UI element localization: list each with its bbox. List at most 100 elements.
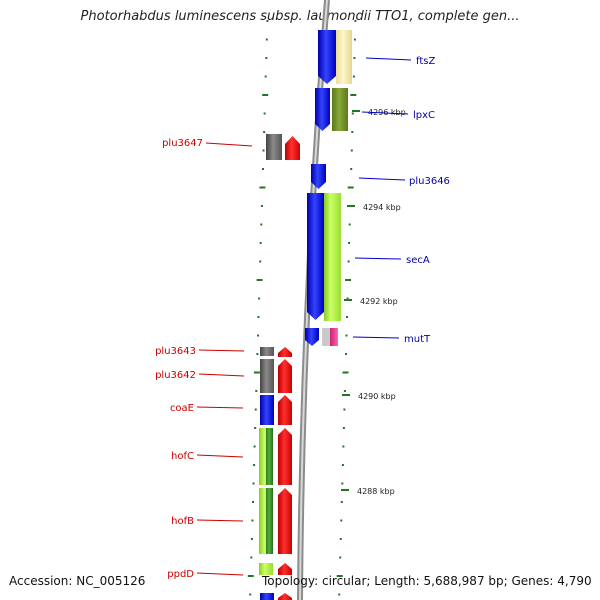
guide-dot [253,445,256,448]
label-leader [198,373,245,377]
gene-next-cog[interactable] [260,593,274,600]
gene-plu3647[interactable] [285,136,300,160]
gene-label-plu3647[interactable]: plu3647 [162,138,203,149]
guide-dot [264,75,267,78]
gene-label-hofC[interactable]: hofC [171,451,194,462]
map-title: Photorhabdus luminescens subsp. laumondi… [80,9,520,24]
gene-label-plu3642[interactable]: plu3642 [155,370,196,381]
gene-secA[interactable] [307,193,324,320]
label-leader [198,349,245,352]
forward-strand-genes [305,30,352,346]
scale-tick-label: 4292 kbp [360,297,398,306]
gene-plu3643[interactable] [278,347,292,357]
guide-dot [266,20,269,22]
guide-dot [260,205,263,207]
gene-label-hofB[interactable]: hofB [171,516,194,527]
scale-ticks: 4296 kbp 4294 kbp 4292 kbp 4290 kbp 4288… [341,108,406,496]
guide-dot [262,149,265,152]
gene-plu3646[interactable] [311,164,326,189]
gene-hofB[interactable] [278,488,292,554]
guide-dot [259,186,266,189]
guide-dot [346,316,348,318]
guide-dot [255,390,258,392]
gene-label-plu3646[interactable]: plu3646 [409,176,450,187]
guide-dot [336,575,343,577]
gene-mutT-cog-a[interactable] [322,328,330,346]
label-leader [361,111,409,115]
gene-secA-cog[interactable] [324,193,341,321]
gene-coaE-cog[interactable] [260,395,274,425]
label-leader [196,406,244,409]
guide-dot [257,334,259,337]
gene-ppdD[interactable] [278,563,292,575]
gene-mutT-cog-b[interactable] [330,328,338,346]
guide-dot [347,260,350,263]
guide-dot [265,57,268,59]
reverse-strand-genes [259,134,300,600]
track-guide-dots [247,20,357,596]
guide-dot [260,223,263,226]
reverse-gene-labels: plu3647 plu3643 plu3642 coaE hofC hofB p… [155,138,253,580]
guide-dot [263,112,266,115]
guide-dot [250,556,253,559]
scale-tick-label: 4296 kbp [368,108,406,117]
forward-gene-labels: ftsZ lpxC plu3646 secA mutT [352,56,450,345]
gene-ftsZ-cog[interactable] [336,30,352,84]
guide-dot [249,593,252,596]
guide-dot [259,242,262,244]
label-leader [205,142,253,147]
label-leader [358,177,406,181]
gene-plu3643-cog[interactable] [260,347,274,356]
guide-dot [252,501,254,503]
gene-hofC[interactable] [278,428,292,485]
gene-label-ftsZ[interactable]: ftsZ [416,56,435,67]
scale-tick-label: 4290 kbp [358,392,396,401]
gene-plu3642[interactable] [278,359,292,393]
scale-tick-mark [347,205,355,207]
gene-label-mutT[interactable]: mutT [404,334,431,345]
gene-label-secA[interactable]: secA [406,255,430,266]
gene-ppdD-cog[interactable] [259,563,273,575]
gene-label-lpxC[interactable]: lpxC [413,110,435,121]
guide-dot [251,519,254,522]
gene-plu3647-cog[interactable] [266,134,282,160]
accession-label: Accession: NC_005126 [9,574,146,588]
scale-tick-mark [352,110,360,112]
guide-dot [343,408,346,411]
guide-dot [345,334,348,337]
scale-tick-label: 4288 kbp [357,487,395,496]
gene-lpxC[interactable] [315,88,330,131]
label-leader [196,572,244,576]
guide-dot [338,593,341,596]
guide-dot [339,556,342,559]
guide-dot [339,538,342,540]
guide-dot [345,279,352,281]
guide-dot [263,131,266,133]
gene-hofB-cog2[interactable] [266,488,273,554]
guide-dot [345,353,347,355]
guide-dot [350,168,353,170]
guide-dot [354,20,357,22]
gene-label-plu3643[interactable]: plu3643 [155,346,196,357]
guide-dot [351,131,354,133]
guide-dot [342,427,345,429]
guide-dot [257,316,260,318]
guide-dot [340,501,343,503]
gene-mutT[interactable] [305,328,319,346]
gene-plu3642-cog[interactable] [260,359,274,393]
gene-lpxC-cog[interactable] [332,88,348,131]
gene-label-ppdD[interactable]: ppdD [167,569,194,580]
guide-dot [351,112,354,115]
gene-next[interactable] [278,593,292,600]
gene-ftsZ[interactable] [318,30,336,84]
gene-label-coaE[interactable]: coaE [170,403,194,414]
gene-hofC-cog2[interactable] [266,428,273,485]
gene-coaE[interactable] [278,395,292,425]
guide-dot [343,390,346,392]
label-leader [196,519,244,522]
label-leader [196,454,244,458]
guide-dot [265,38,268,41]
guide-dot [353,38,356,41]
guide-dot [247,575,254,577]
